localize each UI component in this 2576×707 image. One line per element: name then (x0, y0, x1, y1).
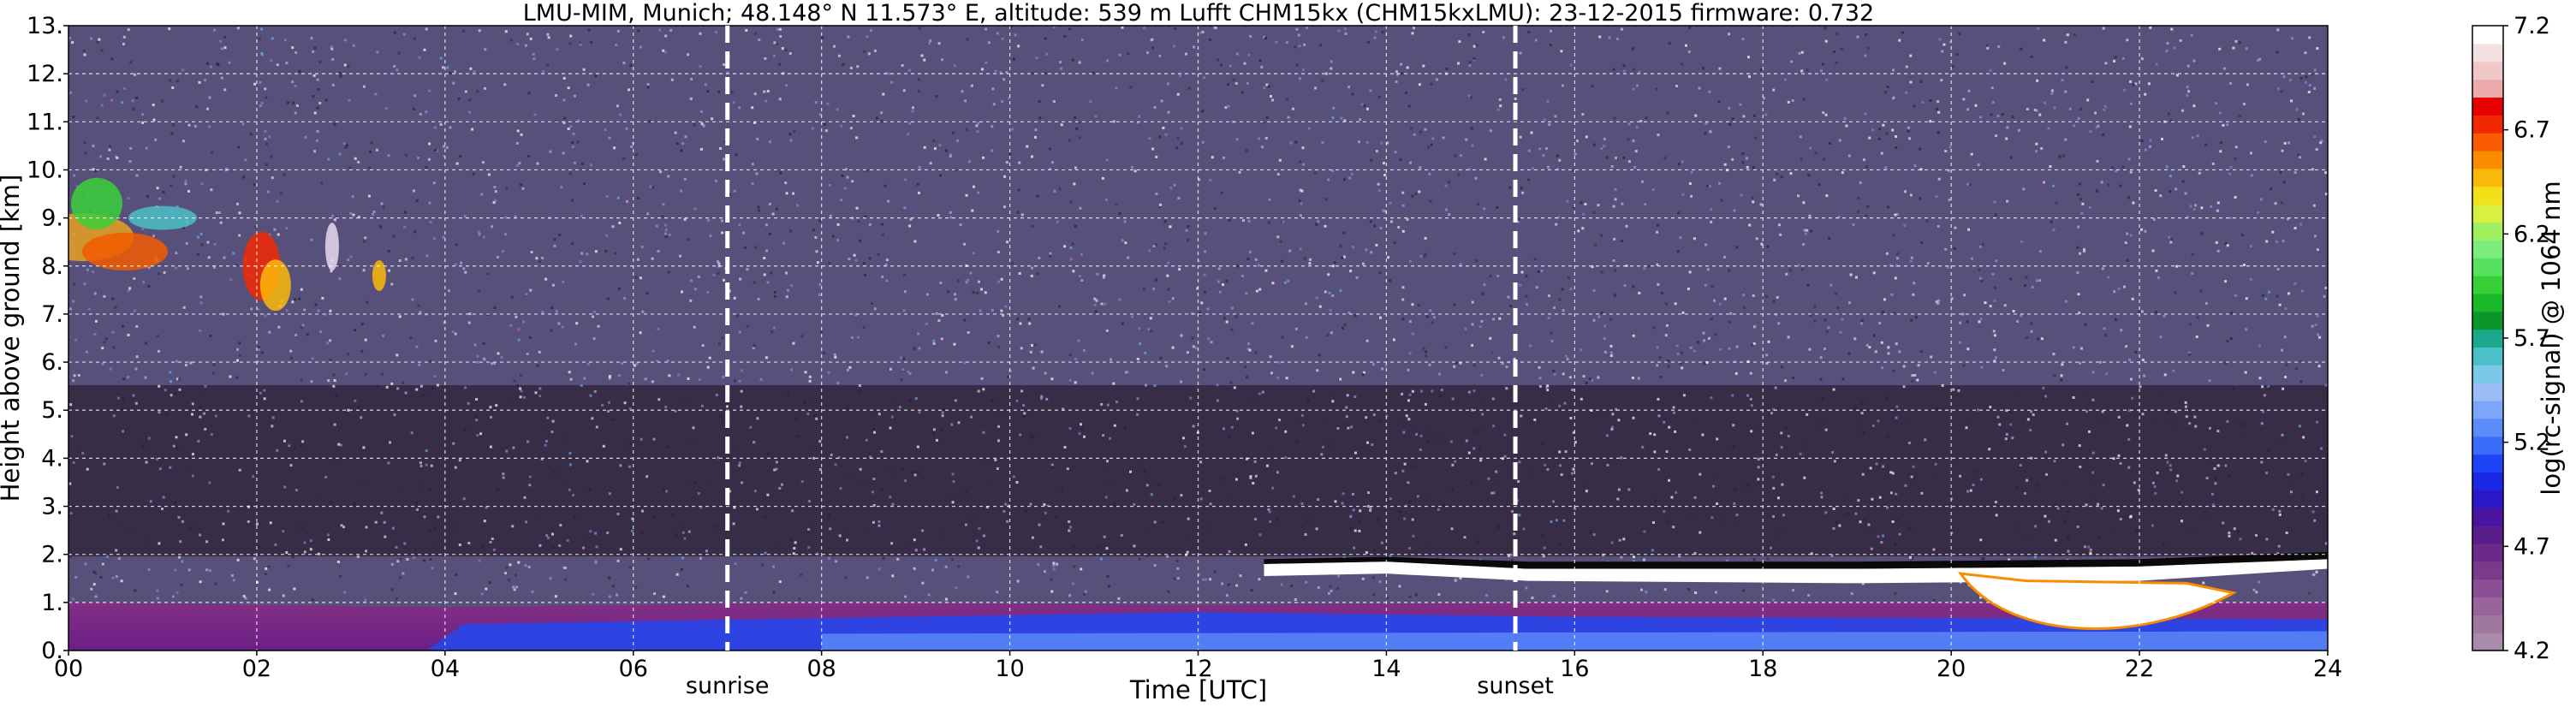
annotation-label-sunset: sunset (1477, 673, 1554, 699)
low-cloud (1958, 572, 2238, 631)
colorbar-tick-label: 4.7 (2514, 533, 2550, 560)
colorbar-swatch (2472, 61, 2503, 80)
colorbar-swatch (2472, 168, 2503, 187)
colorbar-swatch (2472, 508, 2503, 526)
y-tick-label: 0. (41, 638, 63, 664)
cirrus-patch (71, 177, 122, 229)
colorbar-tick-label: 4.2 (2514, 638, 2550, 664)
colorbar-swatch (2472, 526, 2503, 544)
y-tick-label: 11. (27, 109, 63, 135)
colorbar-swatch (2472, 26, 2503, 45)
colorbar-swatch (2472, 383, 2503, 401)
x-tick-label: 14 (1371, 656, 1401, 682)
annotations: sunrise sunset (686, 26, 1554, 699)
y-tick-label: 6. (41, 349, 63, 376)
colorbar-tick-label: 5.2 (2514, 430, 2550, 456)
y-axis-label: Height above ground [km] (0, 175, 25, 502)
colorbar-tick-label: 5.7 (2514, 325, 2550, 352)
y-tick-label: 4. (41, 445, 63, 472)
colorbar-swatch (2472, 490, 2503, 508)
colorbar-swatch (2472, 258, 2503, 276)
y-tick-label: 12. (27, 61, 63, 87)
x-tick-label: 04 (431, 656, 460, 682)
colorbar-label: log(rc-signal) @ 1064 nm (2537, 181, 2566, 495)
cirrus-patch (128, 205, 197, 230)
colorbar-swatch (2472, 276, 2503, 294)
y-axis: 0. 1. 2. 3. 4. 5. 6. 7. 8. 9. 10. 11. 12. 13. (27, 13, 68, 664)
colorbar-swatch (2472, 633, 2503, 651)
colorbar-swatch (2472, 115, 2503, 134)
x-tick-label: 16 (1560, 656, 1589, 682)
colorbar-tick-label: 6.7 (2514, 117, 2550, 144)
colorbar-swatch (2472, 97, 2503, 116)
colorbar-tick-label: 7.2 (2514, 13, 2550, 39)
colorbar-swatch (2472, 561, 2503, 580)
y-tick-label: 7. (41, 301, 63, 328)
colorbar-swatch (2472, 151, 2503, 169)
cirrus-patch (82, 232, 168, 270)
x-tick-label: 08 (806, 656, 836, 682)
y-tick-label: 3. (41, 494, 63, 520)
colorbar-swatch (2472, 311, 2503, 330)
grid (68, 26, 2328, 651)
x-tick-label: 12 (1183, 656, 1212, 682)
y-tick-label: 13. (27, 13, 63, 39)
colorbar-swatch (2472, 597, 2503, 615)
colorbar-swatch (2472, 347, 2503, 365)
cloud-layer (1264, 559, 2328, 584)
x-tick-label: 18 (1748, 656, 1777, 682)
colorbar-swatch (2472, 579, 2503, 598)
x-tick-label: 22 (2125, 656, 2154, 682)
colorbar-swatch (2472, 418, 2503, 437)
colorbar-swatch (2472, 401, 2503, 419)
colorbar-swatch (2472, 293, 2503, 312)
colorbar-swatch (2472, 204, 2503, 223)
x-tick-label: 10 (995, 656, 1024, 682)
x-axis: 00 02 04 06 08 10 12 14 16 18 20 22 24 (54, 651, 2342, 682)
y-tick-label: 5. (41, 397, 63, 424)
colorbar-swatch (2472, 329, 2503, 348)
colorbar-swatch (2472, 222, 2503, 241)
colorbar-swatch (2472, 240, 2503, 258)
colorbar-swatch (2472, 436, 2503, 455)
lower-aerosol-band (821, 631, 2328, 651)
colorbar-swatch (2472, 79, 2503, 98)
x-tick-label: 00 (54, 656, 83, 682)
colorbar-swatch (2472, 133, 2503, 152)
colorbar-swatch (2472, 615, 2503, 633)
cirrus-patch (324, 223, 339, 271)
noise-speckle (68, 26, 2328, 602)
x-tick-label: 20 (1936, 656, 1966, 682)
cirrus-patch (372, 260, 386, 291)
colorbar-swatch (2472, 454, 2503, 473)
plot-area (68, 26, 2328, 651)
annotation-label-sunrise: sunrise (686, 673, 770, 699)
chart-title: LMU-MIM, Munich; 48.148° N 11.573° E, al… (523, 0, 1874, 27)
x-tick-label: 02 (242, 656, 271, 682)
colorbar-swatch (2472, 543, 2503, 562)
y-tick-label: 2. (41, 542, 63, 568)
x-tick-label: 06 (619, 656, 648, 682)
colorbar-swatch (2472, 365, 2503, 383)
colorbar-tick-label: 6.2 (2514, 221, 2550, 247)
cloud-layer-top (1264, 551, 2328, 569)
colorbar-swatch (2472, 186, 2503, 205)
y-tick-label: 1. (41, 590, 63, 616)
colorbar-swatch (2472, 472, 2503, 490)
y-tick-label: 10. (27, 157, 63, 183)
cirrus-patch (259, 259, 291, 312)
colorbar-swatch (2472, 43, 2503, 62)
x-tick-label: 24 (2313, 656, 2342, 682)
y-tick-label: 9. (41, 205, 63, 232)
plot-background (68, 26, 2328, 651)
y-tick-label: 8. (41, 253, 63, 280)
colorbar: 4.2 4.7 5.2 5.7 6.2 6.7 7.2 (2472, 13, 2550, 664)
x-axis-label: Time [UTC] (1129, 675, 1267, 704)
